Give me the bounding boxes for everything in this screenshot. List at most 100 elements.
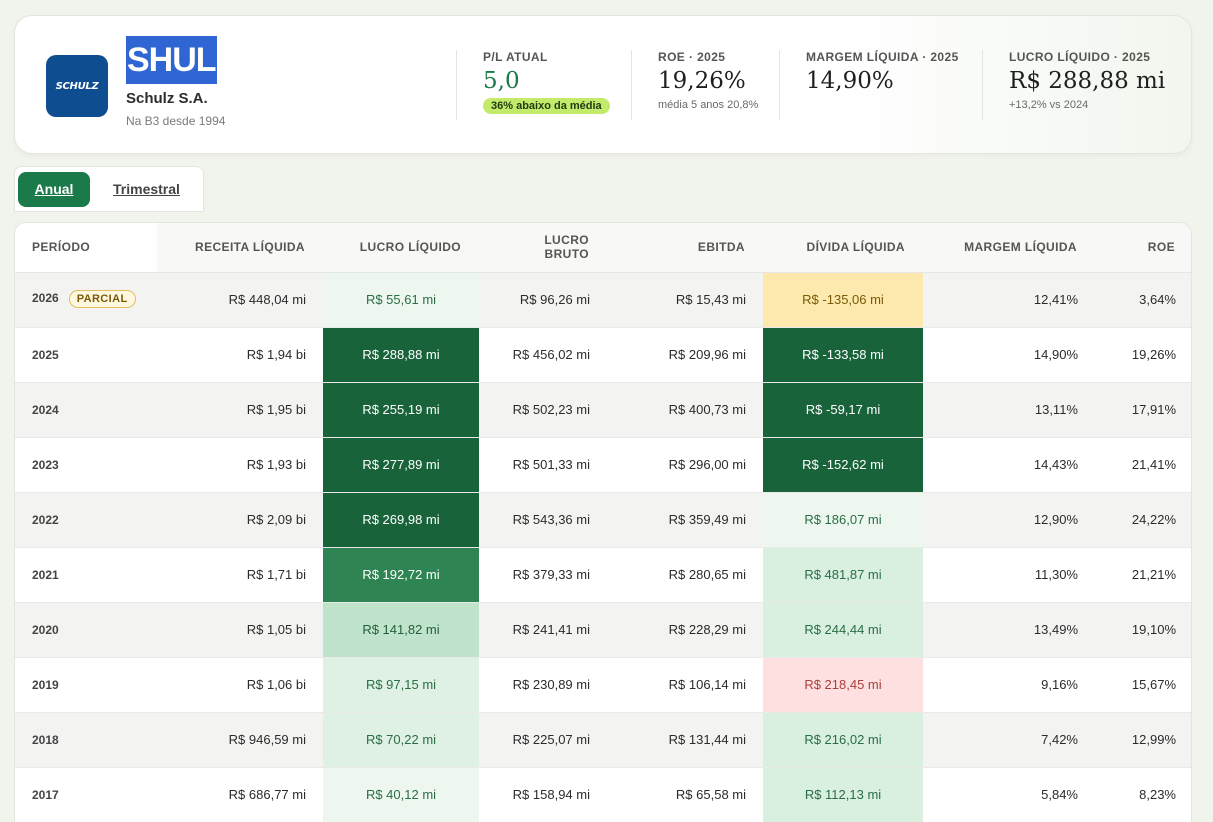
table-row: 2025 R$ 1,94 bi R$ 288,88 mi R$ 456,02 mi R$… <box>15 327 1191 383</box>
receita-cell: R$ 2,09 bi <box>157 492 323 548</box>
period-cell: 2020 <box>15 602 157 658</box>
company-name: Schulz S.A. <box>126 90 208 107</box>
header-bruto[interactable]: LUCRO BRUTO <box>479 223 607 273</box>
divida-liquida-cell: R$ -133,58 mi <box>763 327 923 383</box>
tab-trimestral[interactable]: Trimestral <box>113 181 180 197</box>
receita-cell: R$ 946,59 mi <box>157 712 323 768</box>
roe-cell: 19,10% <box>1095 602 1191 658</box>
period-year: 2018 <box>32 732 59 747</box>
metric-margem: MARGEM LÍQUIDA · 2025 14,90% <box>779 50 959 120</box>
table-row: 2019 R$ 1,06 bi R$ 97,15 mi R$ 230,89 mi R$ … <box>15 657 1191 713</box>
period-tabs: Anual Trimestral <box>14 166 204 212</box>
table-row: 2018 R$ 946,59 mi R$ 70,22 mi R$ 225,07 mi R… <box>15 712 1191 768</box>
metric-value: 19,26% <box>658 68 746 94</box>
table-row: 2021 R$ 1,71 bi R$ 192,72 mi R$ 379,33 mi R$… <box>15 547 1191 603</box>
lucro-liquido-cell: R$ 40,12 mi <box>323 767 479 822</box>
header-receita[interactable]: RECEITA LÍQUIDA <box>157 223 323 273</box>
header-periodo[interactable]: PERÍODO <box>15 223 157 273</box>
receita-cell: R$ 686,77 mi <box>157 767 323 822</box>
ebitda-cell: R$ 400,73 mi <box>607 382 763 438</box>
metric-lucro: LUCRO LÍQUIDO · 2025 R$ 288,88 mi +13,2%… <box>982 50 1165 120</box>
ebitda-cell: R$ 15,43 mi <box>607 272 763 328</box>
metric-roe: ROE · 2025 19,26% média 5 anos 20,8% <box>631 50 758 120</box>
ebitda-cell: R$ 106,14 mi <box>607 657 763 713</box>
period-cell: 2017 <box>15 767 157 822</box>
tab-anual[interactable]: Anual <box>18 172 90 207</box>
table-row: 2023 R$ 1,93 bi R$ 277,89 mi R$ 501,33 mi R$… <box>15 437 1191 493</box>
roe-cell: 8,23% <box>1095 767 1191 822</box>
divida-liquida-cell: R$ 112,13 mi <box>763 767 923 822</box>
roe-cell: 17,91% <box>1095 382 1191 438</box>
lucro-bruto-cell: R$ 501,33 mi <box>479 437 607 493</box>
metric-label: MARGEM LÍQUIDA · 2025 <box>806 50 959 64</box>
lucro-bruto-cell: R$ 96,26 mi <box>479 272 607 328</box>
table-row: 2020 R$ 1,05 bi R$ 141,82 mi R$ 241,41 mi R$… <box>15 602 1191 658</box>
period-cell: 2019 <box>15 657 157 713</box>
lucro-bruto-cell: R$ 225,07 mi <box>479 712 607 768</box>
table-header-row: PERÍODO RECEITA LÍQUIDA LUCRO LÍQUIDO LU… <box>15 223 1191 273</box>
company-logo: SCHULZ <box>46 55 108 117</box>
partial-badge: PARCIAL <box>68 289 136 308</box>
lucro-liquido-cell: R$ 70,22 mi <box>323 712 479 768</box>
metric-value: R$ 288,88 mi <box>1009 68 1166 94</box>
lucro-liquido-cell: R$ 255,19 mi <box>323 382 479 438</box>
period-cell: 2025 <box>15 327 157 383</box>
receita-cell: R$ 1,94 bi <box>157 327 323 383</box>
table-body: 2026 PARCIAL R$ 448,04 mi R$ 55,61 mi R$ 96,… <box>15 272 1191 822</box>
margem-cell: 5,84% <box>923 767 1095 822</box>
divida-liquida-cell: R$ 481,87 mi <box>763 547 923 603</box>
margem-cell: 11,30% <box>923 547 1095 603</box>
roe-cell: 24,22% <box>1095 492 1191 548</box>
period-year: 2024 <box>32 402 59 417</box>
ebitda-cell: R$ 280,65 mi <box>607 547 763 603</box>
ebitda-cell: R$ 131,44 mi <box>607 712 763 768</box>
lucro-bruto-cell: R$ 230,89 mi <box>479 657 607 713</box>
lucro-bruto-cell: R$ 543,36 mi <box>479 492 607 548</box>
divida-liquida-cell: R$ -59,17 mi <box>763 382 923 438</box>
metric-label: P/L ATUAL <box>483 50 548 64</box>
lucro-liquido-cell: R$ 141,82 mi <box>323 602 479 658</box>
table-row: 2017 R$ 686,77 mi R$ 40,12 mi R$ 158,94 mi R… <box>15 767 1191 822</box>
receita-cell: R$ 1,95 bi <box>157 382 323 438</box>
roe-cell: 21,41% <box>1095 437 1191 493</box>
margem-cell: 12,41% <box>923 272 1095 328</box>
period-cell: 2021 <box>15 547 157 603</box>
table-row: 2022 R$ 2,09 bi R$ 269,98 mi R$ 543,36 mi R$… <box>15 492 1191 548</box>
period-year: 2021 <box>32 567 59 582</box>
ebitda-cell: R$ 228,29 mi <box>607 602 763 658</box>
ticker-symbol[interactable]: SHUL <box>126 36 217 84</box>
period-year: 2023 <box>32 457 59 472</box>
period-year: 2022 <box>32 512 59 527</box>
period-cell: 2018 <box>15 712 157 768</box>
lucro-liquido-cell: R$ 55,61 mi <box>323 272 479 328</box>
header-margem[interactable]: MARGEM LÍQUIDA <box>923 223 1095 273</box>
lucro-bruto-cell: R$ 241,41 mi <box>479 602 607 658</box>
receita-cell: R$ 1,06 bi <box>157 657 323 713</box>
ebitda-cell: R$ 296,00 mi <box>607 437 763 493</box>
margem-cell: 13,49% <box>923 602 1095 658</box>
header-lucro[interactable]: LUCRO LÍQUIDO <box>323 223 479 273</box>
lucro-liquido-cell: R$ 192,72 mi <box>323 547 479 603</box>
lucro-liquido-cell: R$ 288,88 mi <box>323 327 479 383</box>
period-year: 2017 <box>32 787 59 802</box>
receita-cell: R$ 1,93 bi <box>157 437 323 493</box>
roe-cell: 15,67% <box>1095 657 1191 713</box>
table-row: 2024 R$ 1,95 bi R$ 255,19 mi R$ 502,23 mi R$… <box>15 382 1191 438</box>
header-roe[interactable]: ROE <box>1095 223 1191 273</box>
header-ebitda[interactable]: EBITDA <box>607 223 763 273</box>
roe-cell: 12,99% <box>1095 712 1191 768</box>
divida-liquida-cell: R$ 186,07 mi <box>763 492 923 548</box>
logo-text: SCHULZ <box>55 80 99 92</box>
period-cell: 2023 <box>15 437 157 493</box>
period-year: 2026 <box>32 290 59 305</box>
receita-cell: R$ 1,71 bi <box>157 547 323 603</box>
roe-cell: 21,21% <box>1095 547 1191 603</box>
margem-cell: 14,90% <box>923 327 1095 383</box>
divida-liquida-cell: R$ -152,62 mi <box>763 437 923 493</box>
metric-sub: média 5 anos 20,8% <box>658 99 759 111</box>
period-year: 2025 <box>32 347 59 362</box>
margem-cell: 9,16% <box>923 657 1095 713</box>
receita-cell: R$ 448,04 mi <box>157 272 323 328</box>
header-divida[interactable]: DÍVIDA LÍQUIDA <box>763 223 923 273</box>
lucro-liquido-cell: R$ 269,98 mi <box>323 492 479 548</box>
